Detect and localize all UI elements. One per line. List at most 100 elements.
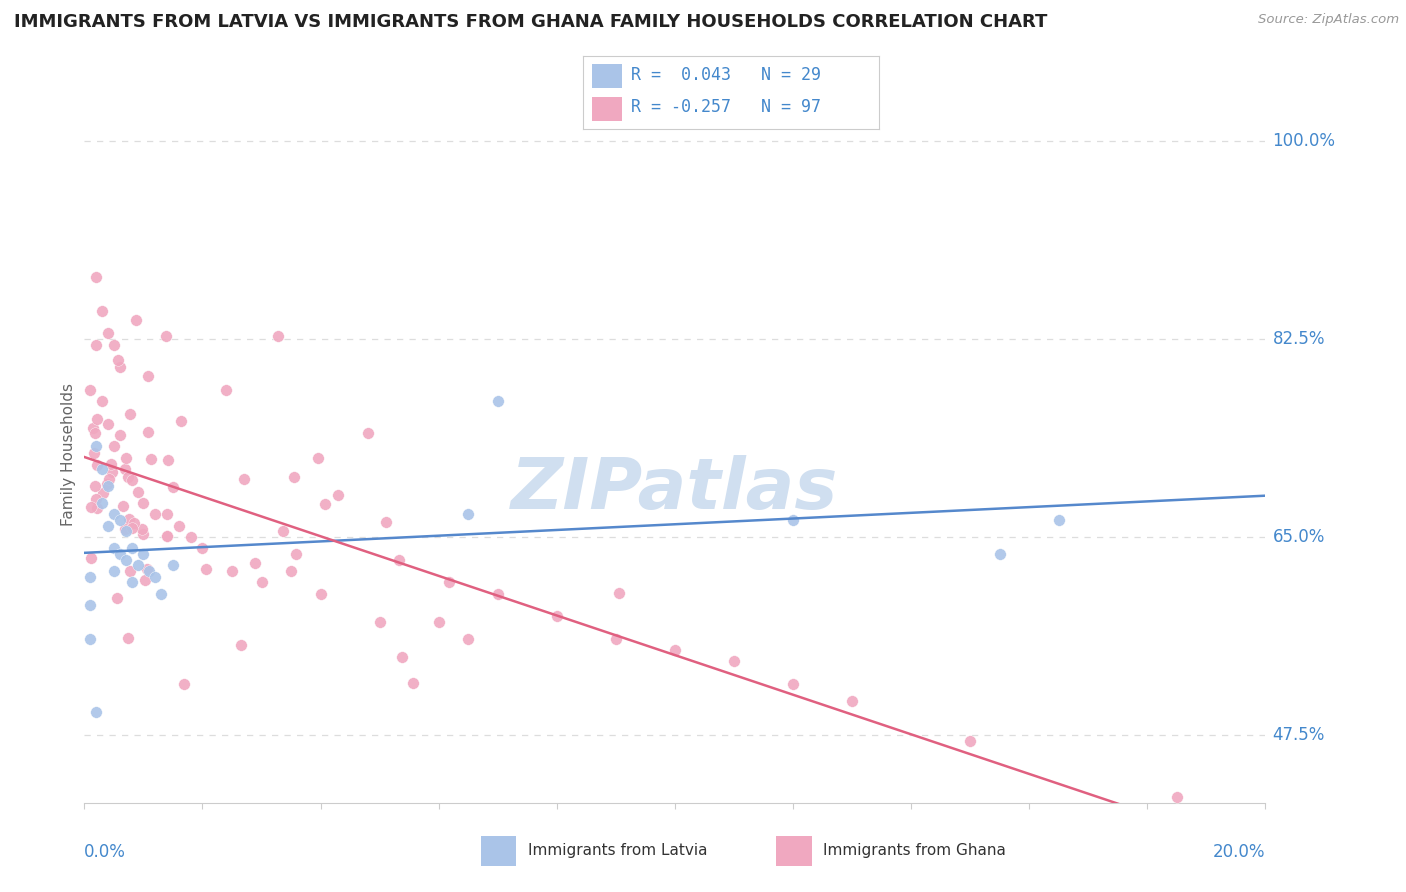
Point (97, 518, 120, 533)
Text: Immigrants from Latvia: Immigrants from Latvia (529, 844, 707, 858)
Text: R = -0.257   N = 97: R = -0.257 N = 97 (631, 98, 821, 116)
Point (118, 564, 141, 578)
Point (79, 632, 101, 646)
Bar (592, 64, 621, 87)
Point (98, 472, 121, 486)
Point (100, 458, 122, 472)
Point (782, 513, 804, 527)
Point (173, 677, 195, 691)
Point (546, 609, 568, 624)
Point (214, 384, 236, 398)
Point (84, 337, 107, 351)
Point (427, 615, 450, 629)
Point (141, 451, 163, 466)
Point (136, 368, 159, 383)
Point (150, 586, 173, 600)
Point (285, 547, 308, 561)
Point (314, 497, 336, 511)
Point (664, 643, 686, 657)
Point (118, 408, 141, 422)
Point (86, 500, 108, 515)
Point (108, 360, 131, 375)
Point (86, 458, 108, 472)
Point (402, 676, 425, 690)
Point (1047, 513, 1070, 527)
Point (439, 575, 461, 590)
Point (283, 470, 305, 484)
Point (108, 428, 131, 442)
Point (84, 479, 107, 493)
Point (143, 569, 166, 583)
Point (155, 328, 177, 343)
Point (84, 426, 107, 441)
Point (91, 303, 114, 318)
Point (157, 453, 180, 467)
Bar (776, 836, 811, 866)
Point (841, 694, 863, 708)
Text: 82.5%: 82.5% (1272, 330, 1324, 348)
Point (96, 476, 118, 491)
Point (156, 508, 179, 522)
Point (103, 541, 125, 556)
Point (84, 492, 107, 507)
Bar (592, 97, 621, 120)
Point (391, 650, 413, 665)
Point (91, 394, 114, 409)
Point (134, 573, 156, 587)
Point (117, 632, 139, 646)
Point (243, 556, 266, 570)
Point (79, 383, 101, 397)
Point (375, 515, 398, 529)
Point (97, 479, 120, 493)
Point (79, 598, 101, 612)
Text: Source: ZipAtlas.com: Source: ZipAtlas.com (1258, 13, 1399, 27)
Point (135, 562, 157, 576)
Bar (481, 836, 516, 866)
Point (83, 446, 105, 460)
Point (84, 269, 107, 284)
Point (605, 632, 627, 646)
Text: IMMIGRANTS FROM LATVIA VS IMMIGRANTS FROM GHANA FAMILY HOUSEHOLDS CORRELATION CH: IMMIGRANTS FROM LATVIA VS IMMIGRANTS FRO… (14, 13, 1047, 31)
Point (132, 496, 155, 510)
Point (250, 575, 273, 590)
Point (307, 450, 329, 465)
Point (103, 439, 125, 453)
Point (114, 462, 136, 476)
Point (86, 411, 108, 425)
Text: 20.0%: 20.0% (1213, 843, 1265, 861)
Point (486, 394, 509, 409)
Point (121, 575, 143, 590)
Point (457, 632, 479, 646)
Point (388, 553, 411, 567)
Point (101, 465, 124, 479)
Point (357, 426, 380, 441)
Point (80, 500, 103, 515)
Point (79, 569, 101, 583)
Point (121, 474, 143, 488)
Point (117, 469, 139, 483)
Text: ZIPatlas: ZIPatlas (512, 455, 838, 524)
Point (132, 547, 155, 561)
Point (82, 421, 104, 435)
Point (91, 496, 114, 510)
Point (121, 541, 143, 556)
Point (136, 425, 159, 439)
Text: 0.0%: 0.0% (84, 843, 127, 861)
Point (486, 586, 509, 600)
Point (84, 706, 107, 720)
Point (267, 329, 290, 343)
Point (118, 512, 141, 526)
Text: R =  0.043   N = 29: R = 0.043 N = 29 (631, 66, 821, 84)
Text: 47.5%: 47.5% (1272, 726, 1324, 744)
Point (457, 508, 479, 522)
Point (80, 551, 103, 566)
Point (105, 591, 128, 605)
Point (138, 564, 160, 578)
Point (723, 654, 745, 668)
Point (103, 564, 125, 578)
Point (309, 586, 332, 600)
Point (231, 638, 253, 652)
Point (167, 518, 190, 533)
Point (170, 413, 193, 427)
Point (156, 529, 179, 543)
